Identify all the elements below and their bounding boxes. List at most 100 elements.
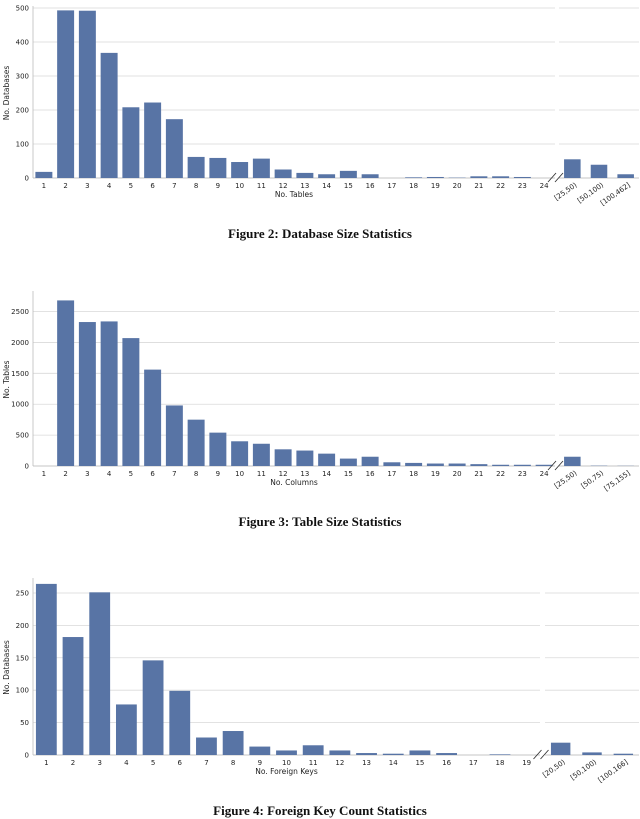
x-tick-label: 23 — [518, 470, 527, 478]
x-tick-label: 13 — [300, 182, 309, 190]
x-tick-label: 24 — [540, 182, 549, 190]
bar — [115, 704, 137, 755]
x-tick-label: 19 — [431, 470, 440, 478]
y-tick-label: 1500 — [11, 370, 29, 378]
x-tick-label: 6 — [150, 182, 155, 190]
bar — [329, 750, 351, 755]
x-tick-label: 15 — [415, 759, 424, 767]
bar — [550, 742, 571, 755]
x-tick-label: 5 — [151, 759, 155, 767]
x-tick-label: 20 — [453, 470, 462, 478]
bar — [489, 754, 511, 755]
y-tick-label: 200 — [16, 107, 29, 115]
x-tick-label: 8 — [231, 759, 235, 767]
bar — [339, 458, 357, 466]
x-tick-label: 2 — [63, 182, 67, 190]
axis-break-mark — [540, 749, 549, 760]
x-tick-label: 12 — [335, 759, 344, 767]
bar — [448, 463, 466, 466]
x-tick-label: [20,50) — [541, 758, 567, 779]
bar — [436, 753, 458, 755]
bar — [100, 321, 118, 466]
x-tick-label: 4 — [124, 759, 129, 767]
x-tick-label: 1 — [42, 470, 46, 478]
bar — [382, 753, 404, 755]
y-axis-label: No. Databases — [2, 640, 11, 695]
x-tick-label: 21 — [474, 470, 483, 478]
x-tick-label: [100,462] — [599, 181, 632, 207]
x-tick-label: 11 — [257, 470, 266, 478]
bar — [492, 176, 510, 178]
x-tick-label: [50,100) — [569, 758, 598, 782]
bar — [361, 456, 379, 466]
x-tick-label: 7 — [204, 759, 208, 767]
x-axis-label: No. Columns — [270, 478, 318, 487]
x-tick-label: 18 — [409, 182, 418, 190]
x-tick-label: 17 — [387, 182, 396, 190]
x-tick-label: 9 — [216, 182, 220, 190]
bar — [513, 464, 531, 466]
bar — [318, 174, 336, 178]
y-tick-label: 200 — [16, 622, 29, 630]
axis-break-mark — [547, 460, 557, 471]
bar — [276, 750, 297, 755]
bar — [144, 102, 162, 178]
figure-3-caption: Figure 3: Table Size Statistics — [238, 514, 402, 529]
bar — [169, 690, 191, 755]
x-tick-label: 7 — [172, 470, 176, 478]
x-tick-label: 21 — [474, 182, 483, 190]
x-tick-label: 22 — [496, 470, 505, 478]
x-tick-label: 17 — [469, 759, 478, 767]
axis-break-mark — [554, 460, 564, 471]
x-tick-label: 1 — [42, 182, 46, 190]
x-tick-label: 14 — [322, 470, 331, 478]
y-tick-label: 500 — [16, 5, 29, 13]
bar — [339, 170, 357, 178]
x-tick-label: 7 — [172, 182, 176, 190]
bar — [361, 174, 379, 178]
x-tick-label: 10 — [235, 470, 244, 478]
x-tick-label: 10 — [282, 759, 291, 767]
x-tick-label: 8 — [194, 182, 198, 190]
x-tick-label: 3 — [97, 759, 101, 767]
bar — [100, 52, 118, 178]
y-tick-label: 400 — [16, 39, 29, 47]
x-tick-label: 12 — [279, 182, 288, 190]
bar — [470, 464, 488, 466]
bar — [57, 300, 75, 466]
x-tick-label: 15 — [344, 182, 353, 190]
bar — [296, 450, 314, 466]
bar — [302, 745, 324, 755]
x-tick-label: [100,166] — [597, 758, 630, 784]
x-tick-label: 4 — [107, 470, 112, 478]
bar — [35, 171, 53, 178]
x-tick-label: 4 — [107, 182, 112, 190]
x-tick-label: 3 — [85, 182, 89, 190]
x-tick-label: 11 — [257, 182, 266, 190]
figure-2-caption: Figure 2: Database Size Statistics — [228, 226, 412, 241]
bar — [590, 164, 608, 178]
bar — [62, 637, 84, 755]
bar — [318, 453, 336, 466]
bar — [144, 369, 162, 466]
bar — [187, 419, 205, 466]
x-tick-label: 6 — [178, 759, 183, 767]
bar — [405, 177, 423, 178]
x-tick-label: 22 — [496, 182, 505, 190]
y-tick-label: 2500 — [11, 308, 29, 316]
bar — [142, 660, 164, 755]
bar — [426, 176, 444, 178]
bar — [231, 441, 249, 466]
bar — [78, 10, 96, 178]
x-tick-label: 18 — [409, 470, 418, 478]
bar — [89, 592, 111, 755]
bar — [165, 119, 183, 178]
bar — [209, 157, 227, 178]
x-tick-label: 5 — [129, 182, 133, 190]
bar — [617, 174, 634, 178]
x-tick-label: 17 — [387, 470, 396, 478]
bar — [252, 443, 270, 466]
x-axis-label: No. Foreign Keys — [255, 767, 318, 776]
